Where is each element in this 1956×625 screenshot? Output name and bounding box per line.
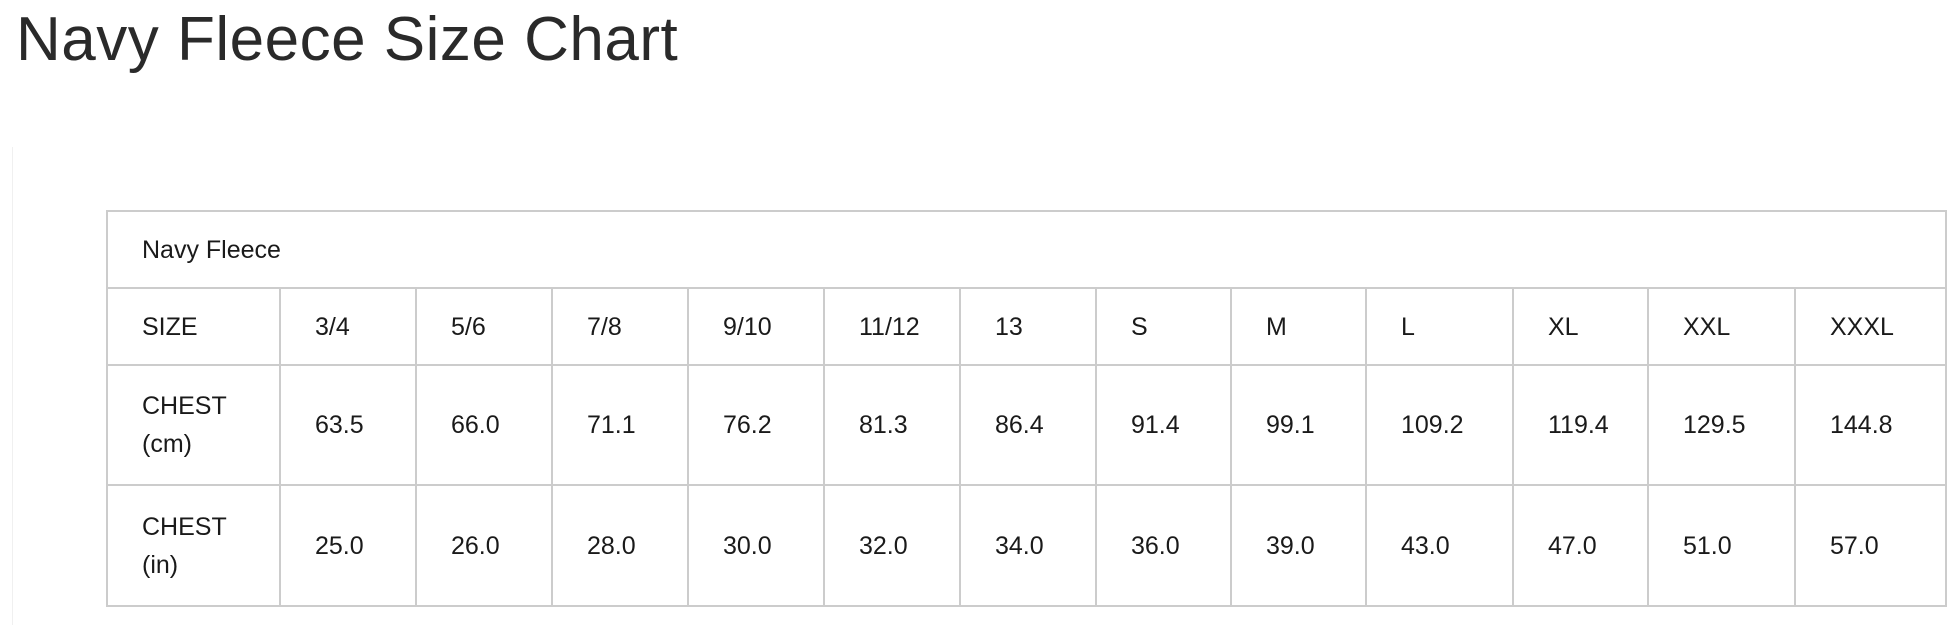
row-label-line2: (cm) xyxy=(142,430,192,458)
table-cell: M xyxy=(1230,287,1367,366)
table-cell: 5/6 xyxy=(415,287,553,366)
table-cell: 25.0 xyxy=(279,484,417,607)
row-label: SIZE xyxy=(106,287,281,366)
table-cell: XL xyxy=(1512,287,1649,366)
table-cell: 43.0 xyxy=(1365,484,1514,607)
table-cell: 119.4 xyxy=(1512,364,1649,486)
table-cell: XXL xyxy=(1647,287,1796,366)
table-cell: 76.2 xyxy=(687,364,825,486)
table-row-chest-in: CHEST (in) 25.0 26.0 28.0 30.0 32.0 34.0 36.0 39… xyxy=(106,484,1947,607)
table-cell: 34.0 xyxy=(959,484,1097,607)
table-cell: 13 xyxy=(959,287,1097,366)
table-cell: 129.5 xyxy=(1647,364,1796,486)
table-cell: 36.0 xyxy=(1095,484,1232,607)
table-cell: 47.0 xyxy=(1512,484,1649,607)
table-row-size: SIZE 3/4 5/6 7/8 9/10 11/12 13 S M L XL XXL XXXL xyxy=(106,287,1947,366)
table-cell: 86.4 xyxy=(959,364,1097,486)
table-cell: 7/8 xyxy=(551,287,689,366)
size-chart-table: Navy Fleece SIZE 3/4 5/6 7/8 9/10 11/12 13 S M L… xyxy=(106,210,1947,607)
table-cell: 81.3 xyxy=(823,364,961,486)
table-cell: 39.0 xyxy=(1230,484,1367,607)
table-cell: 71.1 xyxy=(551,364,689,486)
page-title: Navy Fleece Size Chart xyxy=(16,5,679,74)
table-cell: 11/12 xyxy=(823,287,961,366)
table-cell: 144.8 xyxy=(1794,364,1947,486)
table-caption: Navy Fleece xyxy=(106,210,1947,289)
row-label: CHEST (in) xyxy=(106,484,281,607)
table-cell: 57.0 xyxy=(1794,484,1947,607)
row-label-line1: CHEST xyxy=(142,392,227,420)
table-cell: 9/10 xyxy=(687,287,825,366)
row-label-line2: (in) xyxy=(142,550,179,579)
table-cell: 66.0 xyxy=(415,364,553,486)
table-cell: 26.0 xyxy=(415,484,553,607)
table-cell: 28.0 xyxy=(551,484,689,607)
table-cell: 51.0 xyxy=(1647,484,1796,607)
table-cell: 3/4 xyxy=(279,287,417,366)
row-label: CHEST (cm) xyxy=(106,364,281,486)
table-cell: 32.0 xyxy=(823,484,961,607)
table-cell: S xyxy=(1095,287,1232,366)
divider xyxy=(12,147,13,625)
table-caption-row: Navy Fleece xyxy=(106,210,1947,289)
table-cell: XXXL xyxy=(1794,287,1947,366)
row-label-line1: CHEST xyxy=(142,512,227,541)
table-cell: 99.1 xyxy=(1230,364,1367,486)
table-cell: 109.2 xyxy=(1365,364,1514,486)
table-cell: L xyxy=(1365,287,1514,366)
table-row-chest-cm: CHEST (cm) 63.5 66.0 71.1 76.2 81.3 86.4 91.4 99… xyxy=(106,364,1947,486)
table-cell: 63.5 xyxy=(279,364,417,486)
table-cell: 30.0 xyxy=(687,484,825,607)
table-cell: 91.4 xyxy=(1095,364,1232,486)
